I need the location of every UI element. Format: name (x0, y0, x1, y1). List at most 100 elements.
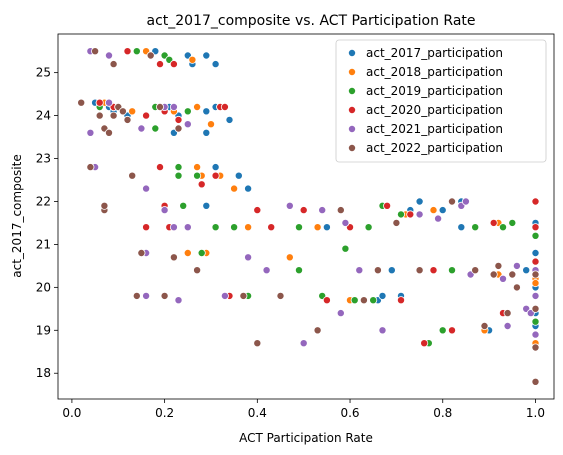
data-point (531, 248, 540, 257)
data-point (531, 304, 540, 313)
x-tick-label: 0.0 (62, 406, 81, 420)
data-point (336, 206, 345, 215)
data-point (220, 103, 229, 112)
legend-entry: act_2019_participation (366, 84, 503, 98)
legend-marker (347, 143, 356, 152)
data-point (489, 270, 498, 279)
axes-frame (57, 33, 555, 400)
legend: act_2017_participation act_2018_participa… (335, 39, 547, 163)
data-point (383, 201, 392, 210)
data-point (239, 291, 248, 300)
data-point (174, 171, 183, 180)
data-point (531, 343, 540, 352)
data-point (494, 261, 503, 270)
data-point (174, 163, 183, 172)
data-point (415, 266, 424, 275)
data-point (369, 296, 378, 305)
data-point (123, 47, 132, 56)
data-point (174, 115, 183, 124)
data-point (262, 266, 271, 275)
x-tick-label: 0.8 (433, 406, 452, 420)
data-point (531, 197, 540, 206)
data-point (318, 206, 327, 215)
plot-area (77, 47, 540, 386)
data-point (396, 296, 405, 305)
data-point (447, 266, 456, 275)
data-point (512, 261, 521, 270)
data-point (193, 266, 202, 275)
data-point (299, 206, 308, 215)
data-point (202, 201, 211, 210)
data-point (341, 244, 350, 253)
data-point (508, 270, 517, 279)
data-point (447, 197, 456, 206)
data-point (322, 296, 331, 305)
data-point (118, 107, 127, 116)
data-point (169, 253, 178, 262)
data-point (211, 223, 220, 232)
data-point (230, 223, 239, 232)
data-point (109, 111, 118, 120)
data-point (155, 163, 164, 172)
data-point (531, 291, 540, 300)
chart-title: act_2017_composite vs. ACT Participation… (146, 13, 475, 29)
data-point (522, 266, 531, 275)
y-tick-label: 18 (36, 366, 51, 380)
data-point (183, 107, 192, 116)
data-point (95, 98, 104, 107)
data-point (244, 184, 253, 193)
data-point (188, 55, 197, 64)
data-point (151, 124, 160, 133)
y-tick-label: 23 (36, 152, 51, 166)
data-point (438, 326, 447, 335)
legend-box (335, 39, 547, 163)
data-point (137, 124, 146, 133)
data-point (253, 339, 262, 348)
data-point (155, 103, 164, 112)
data-point (142, 223, 151, 232)
data-point (211, 163, 220, 172)
data-point (91, 47, 100, 56)
data-point (160, 206, 169, 215)
data-point (503, 309, 512, 318)
data-point (230, 184, 239, 193)
x-tick-label: 0.6 (340, 406, 359, 420)
data-point (285, 253, 294, 262)
data-point (95, 111, 104, 120)
data-point (86, 128, 95, 137)
data-point (294, 223, 303, 232)
x-axis-label: ACT Participation Rate (239, 431, 373, 445)
data-point (350, 296, 359, 305)
data-point (480, 321, 489, 330)
data-point (202, 128, 211, 137)
data-point (183, 248, 192, 257)
data-point (420, 339, 429, 348)
data-point (336, 309, 345, 318)
data-point (294, 266, 303, 275)
data-point (359, 296, 368, 305)
y-tick-label: 20 (36, 280, 51, 294)
legend-entry: act_2021_participation (366, 122, 503, 136)
data-point (169, 60, 178, 69)
data-point (146, 51, 155, 60)
data-point (447, 326, 456, 335)
data-point (220, 291, 229, 300)
data-point (471, 266, 480, 275)
y-tick-label: 22 (36, 194, 51, 208)
series-act_2022_participation (77, 47, 540, 386)
data-point (197, 180, 206, 189)
data-point (355, 266, 364, 275)
data-point (183, 120, 192, 129)
data-point (225, 115, 234, 124)
data-point (531, 317, 540, 326)
data-point (105, 51, 114, 60)
data-point (109, 60, 118, 69)
data-point (169, 103, 178, 112)
data-point (313, 326, 322, 335)
data-point (193, 103, 202, 112)
x-tick-label: 0.4 (248, 406, 267, 420)
data-point (498, 274, 507, 283)
data-point (206, 120, 215, 129)
data-point (508, 218, 517, 227)
data-point (387, 266, 396, 275)
